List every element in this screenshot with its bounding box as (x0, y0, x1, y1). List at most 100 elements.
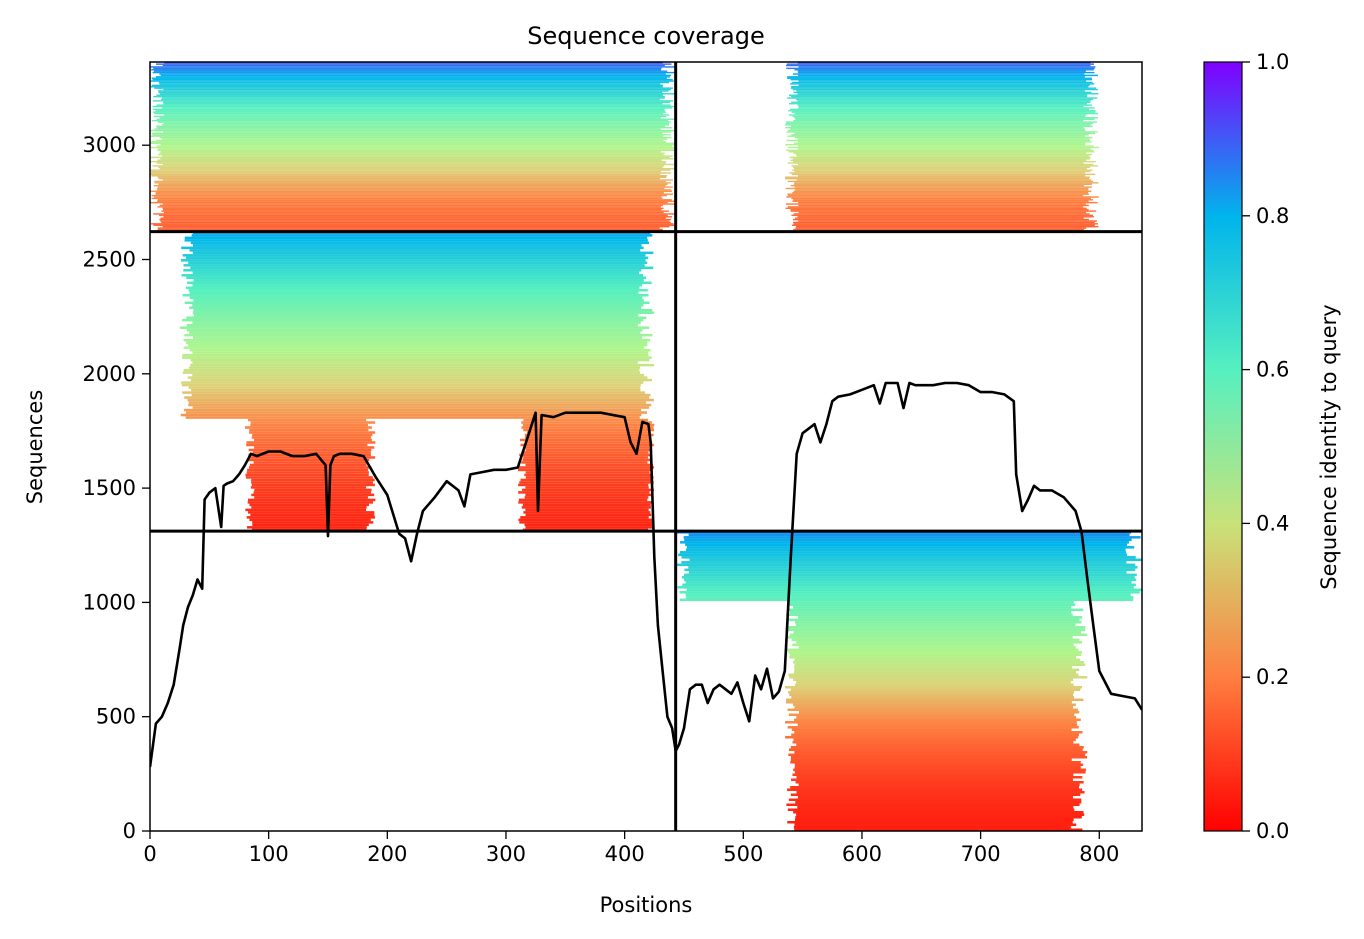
coverage-strip (252, 451, 371, 454)
coverage-strip (792, 115, 1086, 118)
coverage-strip (188, 403, 652, 407)
coverage-strip (524, 496, 649, 499)
coverage-strip (524, 473, 652, 477)
coverage-strip (786, 628, 1086, 632)
coverage-strip (795, 227, 1087, 229)
coverage-strip (785, 207, 1087, 210)
coverage-strip (794, 132, 1096, 135)
coverage-strip (794, 663, 1086, 667)
coverage-strip (151, 132, 663, 135)
coverage-strip (160, 158, 674, 160)
x-tick-label: 300 (486, 842, 526, 866)
x-tick-label: 500 (723, 842, 763, 866)
coverage-strip (787, 180, 1094, 183)
coverage-strip (784, 124, 1091, 126)
coverage-strip (182, 353, 649, 357)
coverage-strip (797, 141, 1093, 143)
coverage-strip (678, 553, 1128, 557)
coverage-strip (161, 97, 665, 99)
coverage-strip (525, 486, 649, 489)
coverage-strip (796, 716, 1077, 719)
coverage-strip (163, 131, 672, 133)
coverage-strip (181, 381, 644, 384)
coverage-strip (157, 228, 663, 231)
coverage-strip (797, 175, 1086, 177)
coverage-strip (162, 64, 665, 67)
coverage-blocks (150, 62, 1142, 831)
coverage-strip (791, 86, 1089, 88)
coverage-strip (790, 87, 1096, 89)
coverage-strip (158, 177, 661, 180)
coverage-strip (155, 192, 664, 194)
coverage-strip (186, 411, 648, 414)
coverage-strip (786, 613, 1073, 617)
coverage-strip (525, 513, 652, 517)
coverage-strip (790, 159, 1087, 161)
coverage-strip (189, 249, 641, 252)
coverage-strip (794, 668, 1080, 672)
coverage-strip (689, 558, 1142, 562)
coverage-strip (684, 538, 1132, 542)
coverage-strip (786, 636, 1073, 639)
coverage-strip (518, 518, 652, 522)
coverage-strip (160, 217, 666, 219)
coverage-strip (150, 170, 662, 173)
coverage-strip (185, 416, 640, 419)
coverage-strip (677, 586, 1134, 589)
coverage-strip (162, 207, 664, 210)
coverage-strip (794, 217, 1084, 219)
coverage-strip (248, 458, 370, 462)
coverage-strip (245, 476, 373, 479)
coverage-strip (151, 197, 663, 200)
coverage-strip (525, 448, 651, 452)
coverage-strip (159, 168, 675, 170)
coverage-strip (150, 201, 668, 204)
coverage-strip (798, 616, 1083, 619)
coverage-strip (251, 506, 367, 509)
coverage-strip (785, 143, 1086, 146)
coverage-strip (156, 189, 672, 191)
x-tick-label: 100 (249, 842, 289, 866)
coverage-strip (150, 160, 666, 163)
coverage-strip (793, 631, 1081, 634)
coverage-strip (521, 506, 651, 509)
coverage-strip (252, 523, 369, 527)
coverage-strip (787, 77, 1092, 79)
coverage-strip (790, 761, 1081, 764)
coverage-strip (794, 766, 1081, 769)
coverage-strip (150, 190, 672, 193)
coverage-strip (685, 593, 1131, 597)
coverage-strip (787, 162, 1084, 164)
coverage-strip (788, 151, 1095, 153)
x-tick-label: 800 (1079, 842, 1119, 866)
coverage-strip (792, 773, 1074, 777)
colorbar-tick-label: 0.4 (1256, 511, 1289, 535)
coverage-strip (158, 91, 663, 94)
coverage-strip (786, 701, 1072, 704)
coverage-strip (787, 708, 1078, 712)
coverage-strip (518, 483, 649, 487)
coverage-strip (798, 783, 1080, 787)
coverage-strip (796, 179, 1092, 181)
coverage-strip (152, 119, 669, 122)
coverage-strip (157, 121, 672, 123)
coverage-strip (521, 451, 649, 454)
coverage-strip (785, 187, 1089, 190)
coverage-strip (789, 601, 1074, 604)
y-axis-label: Sequences (23, 390, 47, 505)
coverage-strip (790, 758, 1072, 762)
coverage-strip (247, 526, 367, 529)
coverage-strip (683, 578, 1137, 582)
coverage-strip (792, 169, 1093, 171)
coverage-strip (157, 206, 661, 208)
coverage-strip (794, 658, 1081, 662)
coverage-strip (155, 110, 665, 112)
coverage-strip (192, 361, 638, 364)
coverage-strip (157, 186, 673, 188)
coverage-strip (160, 74, 672, 77)
coverage-strip (799, 711, 1080, 714)
coverage-line-series (150, 381, 1142, 768)
coverage-strip (162, 107, 673, 109)
coverage-strip (523, 456, 649, 459)
coverage-strip (154, 112, 664, 115)
